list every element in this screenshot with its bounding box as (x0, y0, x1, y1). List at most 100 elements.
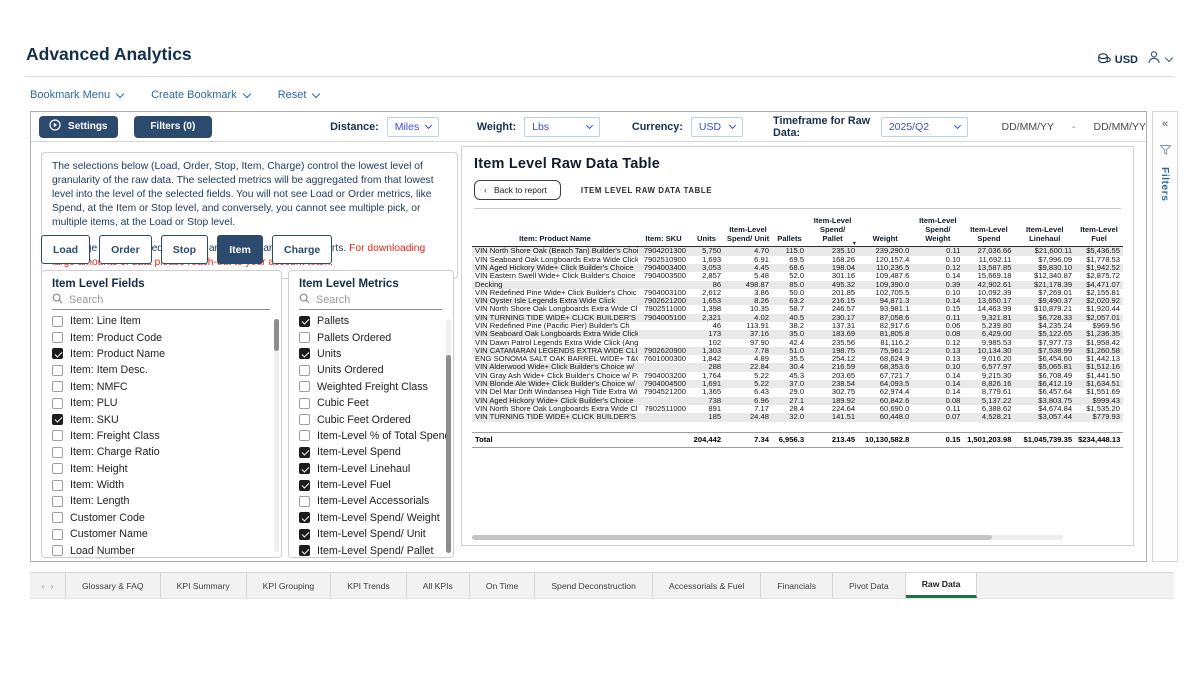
user-menu[interactable] (1147, 50, 1174, 69)
checkbox-unchecked[interactable] (299, 495, 310, 507)
field-list-item[interactable]: Item: Product Code (52, 329, 279, 345)
level-button-stop[interactable]: Stop (160, 235, 209, 264)
create-bookmark[interactable]: Create Bookmark (151, 89, 251, 101)
footer-tab-kpi-grouping[interactable]: KPI Grouping (247, 573, 332, 598)
metric-list-item[interactable]: Pallets Ordered (299, 329, 451, 345)
checkbox-unchecked[interactable] (52, 446, 63, 458)
metrics-search-input[interactable]: Search (299, 290, 442, 310)
metric-list-item[interactable]: Units (299, 346, 451, 362)
collapse-rail-icon[interactable]: « (1161, 118, 1169, 130)
metrics-scrollbar[interactable] (446, 319, 451, 553)
field-list-item[interactable]: Item: Width (52, 477, 279, 493)
column-header[interactable]: Item: SKU (637, 215, 689, 248)
field-list-item[interactable]: Item: SKU (52, 411, 279, 427)
date-to-input[interactable]: DD/MM/YY (1093, 120, 1147, 133)
footer-tab-pivot-data[interactable]: Pivot Data (833, 573, 906, 598)
field-list-item[interactable]: Customer Name (52, 526, 279, 542)
column-header[interactable]: Item-Level Spend (963, 215, 1015, 248)
checkbox-unchecked[interactable] (299, 430, 310, 442)
field-list-item[interactable]: Item: PLU (52, 395, 279, 411)
fields-search-input[interactable]: Search (52, 290, 270, 310)
field-list-item[interactable]: Item: Line Item (52, 313, 279, 329)
metric-list-item[interactable]: Item-Level Spend/ Pallet (299, 542, 451, 558)
metric-list-item[interactable]: Weighted Freight Class (299, 379, 451, 395)
scrollbar-thumb[interactable] (472, 535, 993, 540)
column-header[interactable]: Item-Level Spend/ Pallet ▼ (807, 215, 859, 248)
level-button-order[interactable]: Order (99, 235, 152, 264)
date-from-input[interactable]: DD/MM/YY (1001, 120, 1055, 133)
checkbox-unchecked[interactable] (52, 512, 63, 524)
metric-list-item[interactable]: Cubic Feet Ordered (299, 411, 451, 427)
field-list-item[interactable]: Customer Code (52, 510, 279, 526)
column-header[interactable]: Weight (858, 215, 913, 248)
checkbox-unchecked[interactable] (52, 315, 63, 327)
footer-tab-accessorials-fuel[interactable]: Accessorials & Fuel (653, 573, 762, 598)
footer-tab-on-time[interactable]: On Time (470, 573, 536, 598)
footer-tab-kpi-trends[interactable]: KPI Trends (331, 573, 407, 598)
metric-list-item[interactable]: Item-Level Spend/ Unit (299, 526, 451, 542)
checkbox-checked[interactable] (299, 463, 310, 475)
metric-list-item[interactable]: Item-Level Linehaul (299, 461, 451, 477)
distance-select[interactable]: Miles (386, 116, 439, 137)
raw-data-table-tab[interactable]: ITEM LEVEL RAW DATA TABLE (580, 185, 713, 195)
currency-indicator[interactable]: USD (1098, 52, 1138, 67)
checkbox-unchecked[interactable] (299, 381, 310, 393)
level-button-load[interactable]: Load (41, 235, 91, 264)
column-header[interactable]: Units (689, 215, 725, 248)
checkbox-unchecked[interactable] (299, 414, 310, 426)
checkbox-checked[interactable] (299, 348, 310, 360)
checkbox-unchecked[interactable] (52, 495, 63, 507)
field-list-item[interactable]: Item: Product Name (52, 346, 279, 362)
back-to-report-button[interactable]: ‹ Back to report (474, 180, 561, 200)
filters-button[interactable]: Filters (0) (133, 115, 213, 138)
weight-select[interactable]: Lbs (524, 116, 600, 137)
checkbox-unchecked[interactable] (52, 397, 63, 409)
checkbox-unchecked[interactable] (52, 479, 63, 491)
bookmark-menu[interactable]: Bookmark Menu (30, 89, 125, 101)
checkbox-unchecked[interactable] (52, 430, 63, 442)
footer-tab-spend-deconstruction[interactable]: Spend Deconstruction (535, 573, 653, 598)
footer-tab-kpi-summary[interactable]: KPI Summary (161, 573, 247, 598)
metric-list-item[interactable]: Item-Level Fuel (299, 477, 451, 493)
footer-tab-raw-data[interactable]: Raw Data (905, 573, 978, 598)
timeframe-select[interactable]: 2025/Q2 (880, 116, 968, 137)
checkbox-checked[interactable] (299, 315, 310, 327)
column-header[interactable]: Item-Level Spend/ Weight (912, 215, 964, 248)
footer-tab-financials[interactable]: Financials (761, 573, 834, 598)
metric-list-item[interactable]: Item-Level Spend/ Weight (299, 510, 451, 526)
scrollbar-thumb[interactable] (274, 319, 279, 351)
checkbox-checked[interactable] (299, 528, 310, 540)
column-header[interactable]: Item: Product Name (472, 215, 638, 248)
metric-list-item[interactable]: Item-Level Accessorials (299, 493, 451, 509)
checkbox-checked[interactable] (299, 446, 310, 458)
checkbox-unchecked[interactable] (52, 364, 63, 376)
field-list-item[interactable]: Item: NMFC (52, 379, 279, 395)
scrollbar-thumb[interactable] (446, 355, 451, 553)
field-list-item[interactable]: Item: Freight Class (52, 428, 279, 444)
filters-rail-label[interactable]: Filters (1159, 167, 1171, 202)
metric-list-item[interactable]: Item-Level Spend (299, 444, 451, 460)
settings-button[interactable]: Settings (39, 115, 118, 138)
column-header[interactable]: Pallets (771, 215, 808, 248)
field-list-item[interactable]: Item: Height (52, 461, 279, 477)
field-list-item[interactable]: Item: Item Desc. (52, 362, 279, 378)
table-horizontal-scrollbar[interactable] (472, 535, 1063, 540)
metric-list-item[interactable]: Pallets (299, 313, 451, 329)
checkbox-checked[interactable] (299, 479, 310, 491)
field-list-item[interactable]: Item: Charge Ratio (52, 444, 279, 460)
checkbox-unchecked[interactable] (52, 463, 63, 475)
metric-list-item[interactable]: Cubic Feet (299, 395, 451, 411)
checkbox-checked[interactable] (52, 348, 63, 360)
column-header[interactable]: Item-Level Spend/ Unit (724, 215, 772, 248)
funnel-icon[interactable] (1158, 142, 1172, 160)
tab-nav-arrows[interactable]: ‹ › (30, 573, 66, 598)
field-list-item[interactable]: Load Number (52, 542, 279, 558)
metric-list-item[interactable]: Units Ordered (299, 362, 451, 378)
checkbox-unchecked[interactable] (52, 545, 63, 557)
currency-select[interactable]: USD (690, 116, 744, 137)
field-list-item[interactable]: Item: Length (52, 493, 279, 509)
reset-menu[interactable]: Reset (278, 89, 321, 101)
sort-desc-icon[interactable]: ▼ (851, 240, 858, 247)
footer-tab-all-kpis[interactable]: All KPIs (407, 573, 470, 598)
checkbox-checked[interactable] (299, 512, 310, 524)
